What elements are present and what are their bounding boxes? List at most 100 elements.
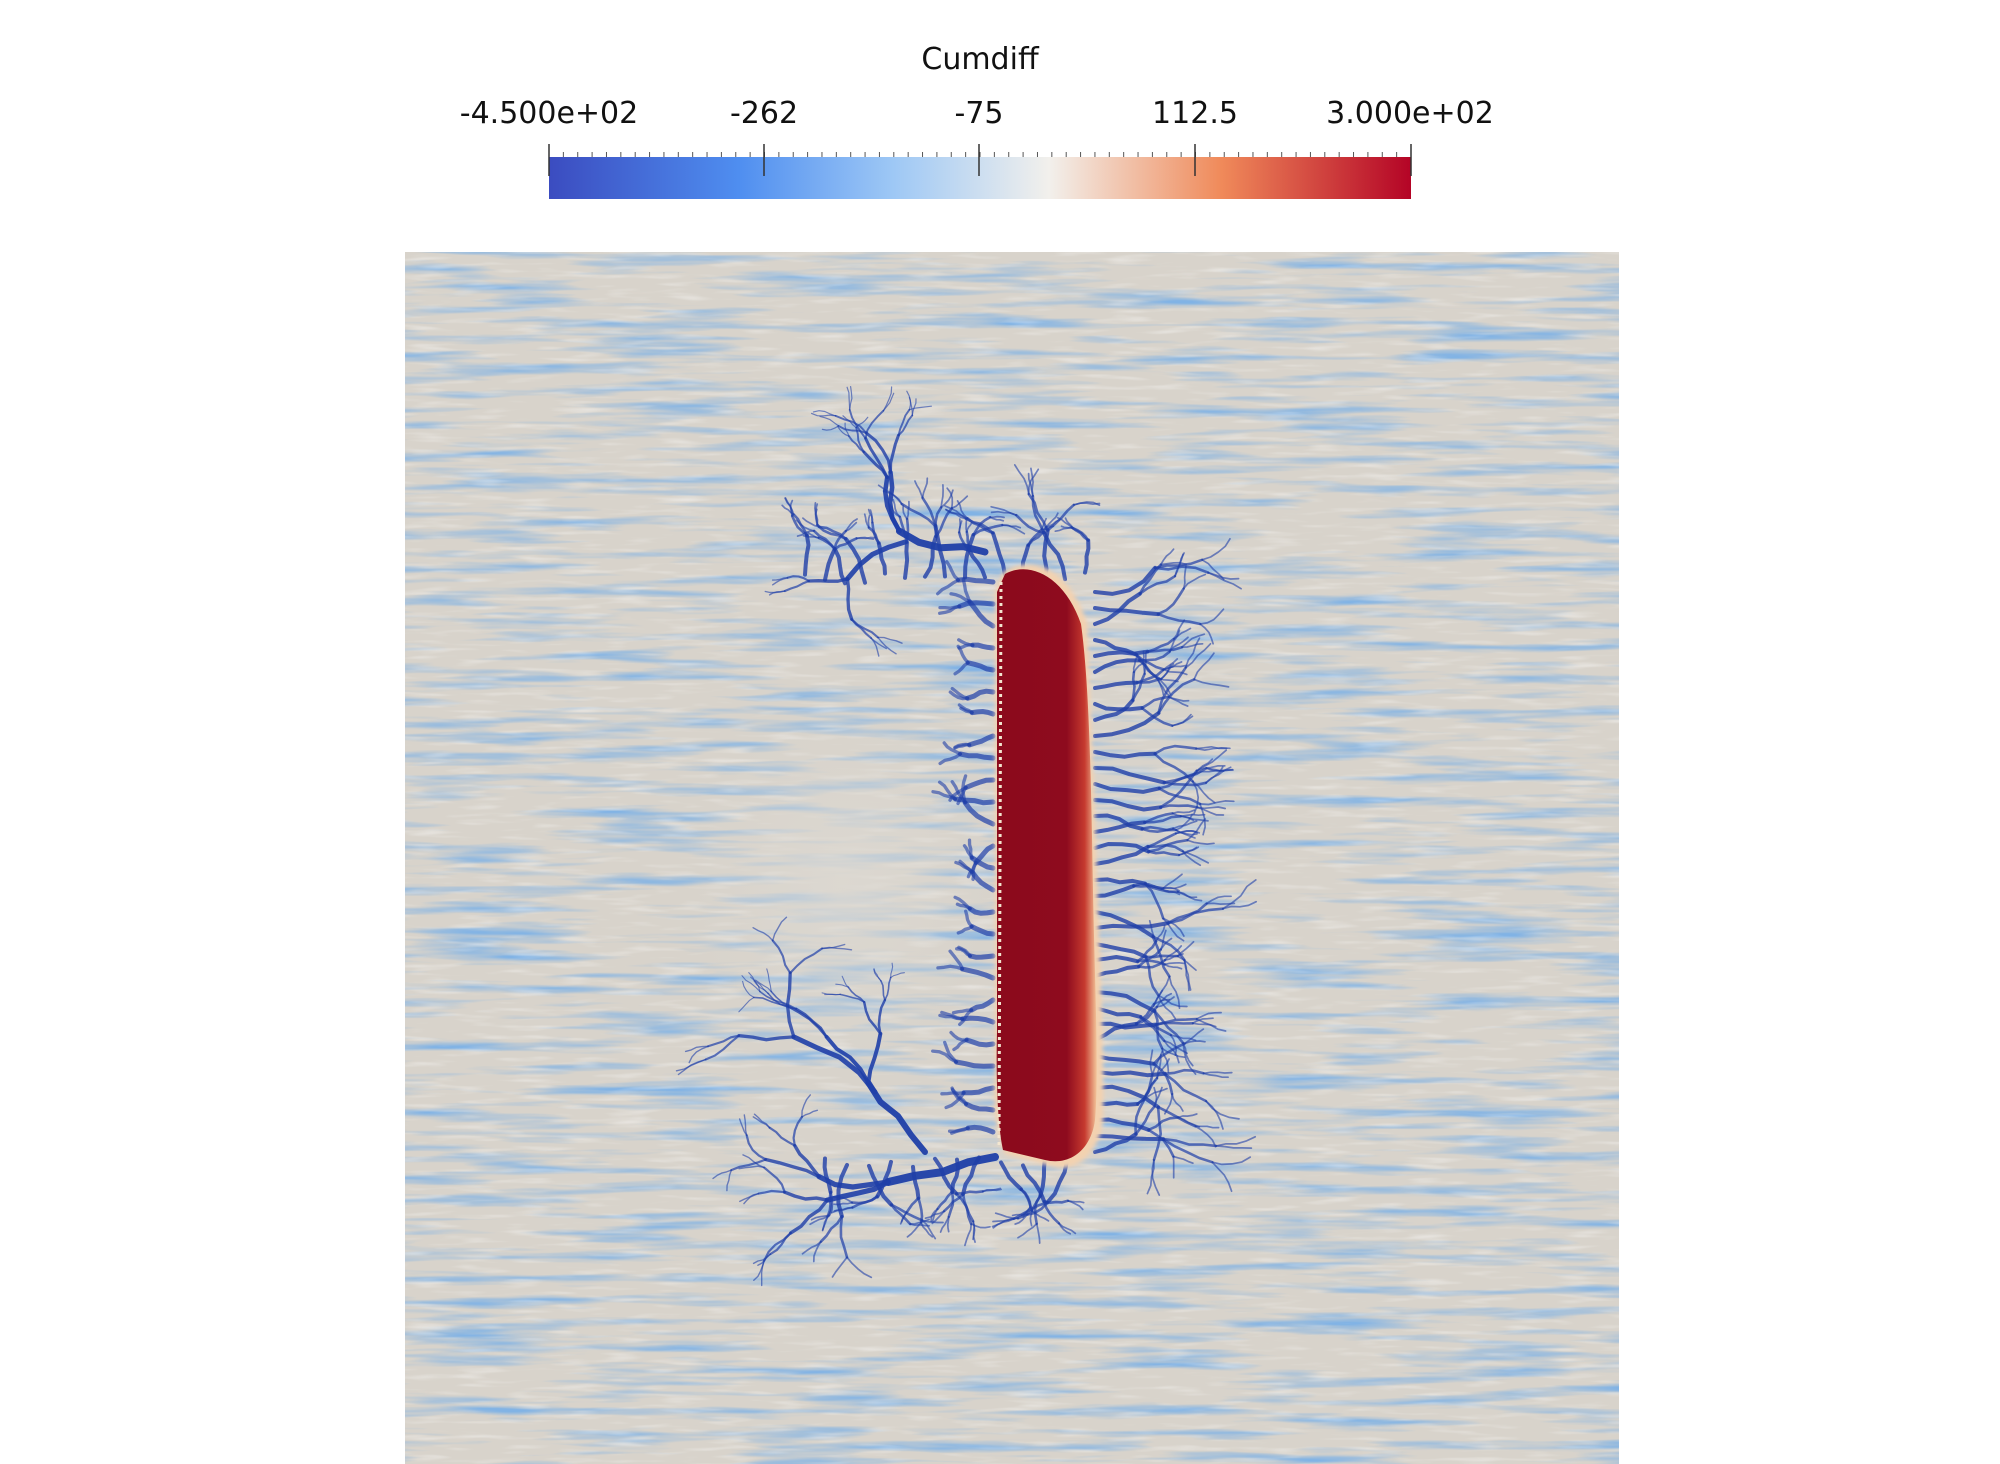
channel-segment [1157, 678, 1196, 715]
channel-segment [1134, 653, 1165, 671]
channel-segment [1159, 929, 1167, 951]
channel-segment [934, 507, 954, 538]
channel-segment [969, 855, 996, 871]
channel-segment [960, 1015, 996, 1025]
channel-segment [1157, 666, 1187, 715]
channel-segment [1093, 1006, 1143, 1019]
channel-segment [933, 524, 947, 579]
channel-segment [1202, 1072, 1229, 1079]
channel-segment [1186, 818, 1206, 842]
channel-segment [1072, 502, 1101, 506]
channel-segment [1163, 945, 1183, 962]
channel-segment [955, 947, 972, 958]
channel-segment [769, 1231, 792, 1256]
fault-scarp [997, 581, 1003, 1148]
channel-segment [1093, 766, 1166, 785]
channel-segment [1162, 917, 1185, 937]
channel-segment [949, 1030, 969, 1042]
channel-segment [833, 547, 847, 586]
channel-segment [1193, 678, 1230, 688]
channel-segment [817, 536, 837, 551]
channel-segment [760, 1260, 765, 1287]
channel-segment [795, 519, 815, 532]
channel-segment [964, 517, 995, 535]
channel-segment [1166, 902, 1208, 925]
channel-segment [790, 514, 809, 537]
channel-segment [1160, 561, 1188, 566]
channel-segment [920, 1221, 934, 1238]
legend-tick-label-min: -4.500e+02 [459, 96, 639, 131]
channel-segment [1183, 1028, 1205, 1045]
channel-segment [1153, 744, 1198, 756]
channel-segment [936, 578, 961, 596]
channel-segment [801, 1094, 811, 1118]
channel-segment [1172, 820, 1198, 830]
channel-segment [1174, 553, 1184, 578]
channel-segment [1160, 662, 1175, 680]
channel-segment [1132, 655, 1139, 674]
channel-segment [753, 996, 790, 1008]
channel-segment [964, 909, 974, 929]
channel-segment [1083, 538, 1091, 575]
channel-segment [970, 642, 996, 651]
legend-title: Cumdiff [921, 42, 1039, 77]
channel-segment [1070, 526, 1090, 542]
channel-segment [961, 774, 968, 805]
channel-segment [1144, 955, 1160, 997]
channel-segment [846, 386, 851, 411]
channel-segment [848, 435, 865, 453]
channel-segment [849, 386, 853, 411]
channel-segment [938, 1013, 965, 1021]
channel-segment [1195, 745, 1228, 750]
channel-segment [921, 477, 929, 499]
channel-segment [931, 1210, 946, 1225]
channel-segment [1176, 955, 1197, 971]
channel-segment [953, 743, 972, 750]
channel-segment [1093, 711, 1161, 738]
channel-segment [967, 599, 996, 629]
channel-segment [1019, 1187, 1034, 1213]
channel-segment [1045, 512, 1059, 529]
channel-segment [948, 949, 965, 971]
channel-segment [1045, 1158, 1069, 1205]
channel-segment [950, 1126, 970, 1135]
channel-segment [1181, 642, 1204, 649]
channel-segment [1093, 1084, 1161, 1109]
channel-segment [911, 398, 917, 416]
channel-segment [969, 924, 996, 937]
channel-segment [940, 483, 944, 509]
channel-segment [707, 1034, 741, 1048]
channel-segment [845, 539, 908, 582]
channel-segment [1205, 1100, 1224, 1130]
channel-segment [956, 500, 969, 520]
channel-segment [704, 1034, 741, 1061]
channel-segment [812, 410, 837, 417]
channel-segment [811, 412, 837, 417]
channel-segment [753, 1113, 771, 1129]
channel-segment [1137, 948, 1162, 968]
channel-segment [989, 515, 1005, 519]
channel-segment [953, 1059, 996, 1069]
channel-segment [1221, 900, 1258, 910]
channel-segment [1171, 715, 1194, 727]
channel-segment [939, 1215, 950, 1233]
channel-segment [890, 962, 894, 979]
channel-segment [1183, 1040, 1206, 1045]
channel-segment [1184, 637, 1201, 669]
channel-segment [1157, 772, 1197, 790]
channel-segment [1093, 877, 1147, 886]
terrain-field-view [405, 252, 1619, 1464]
channel-segment [1221, 879, 1257, 910]
channel-segment [1172, 1155, 1194, 1165]
channel-segment [1093, 990, 1157, 1013]
channel-segment [1191, 1017, 1214, 1025]
channel-segment [771, 939, 792, 975]
channel-segment [1160, 548, 1175, 566]
channel-segment [864, 431, 892, 474]
channel-segment [961, 1155, 981, 1196]
channel-segment [1093, 698, 1135, 722]
channel-segment [967, 906, 996, 916]
channel-segment [940, 489, 954, 509]
channel-segment [899, 1211, 908, 1225]
channel-segment [1163, 963, 1183, 970]
